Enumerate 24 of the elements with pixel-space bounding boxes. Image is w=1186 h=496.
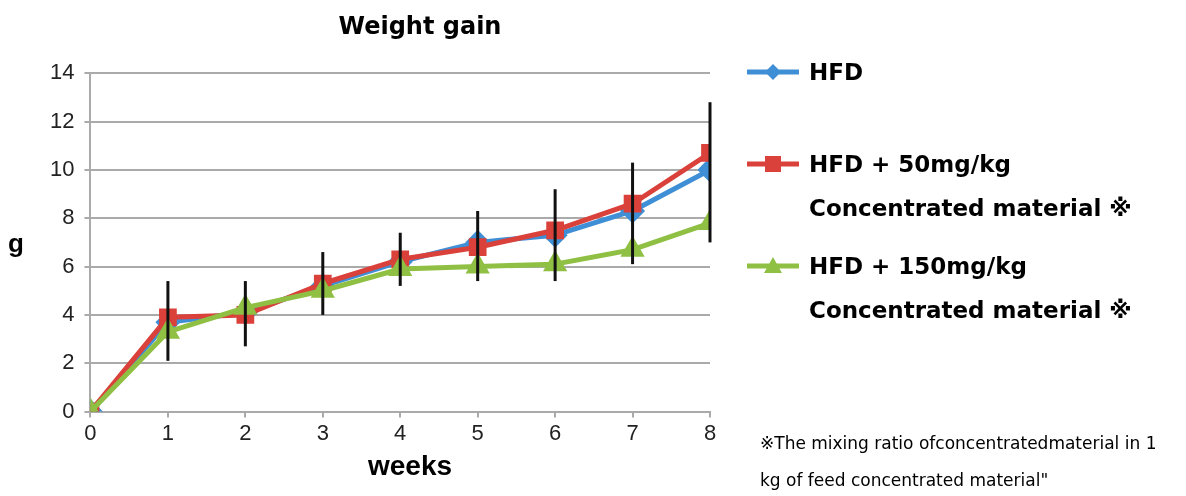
chart-title: Weight gain — [337, 12, 503, 40]
y-tick-label: 2 — [62, 349, 75, 375]
legend-label: HFD + 150mg/kg Concentrated material ※ — [809, 252, 1133, 325]
x-tick-label: 0 — [84, 419, 97, 445]
x-tick-label: 2 — [239, 419, 252, 445]
y-tick-label: 10 — [49, 155, 75, 181]
y-tick-label: 12 — [49, 107, 75, 133]
text: ※The mixing ratio ofconcentratedmaterial in 1 kg of feed concentrated material" — [760, 432, 1158, 492]
x-tick-label: 7 — [626, 419, 639, 445]
x-tick-label: 8 — [703, 419, 717, 445]
y-tick-label: 8 — [62, 204, 75, 230]
x-tick-label: 1 — [161, 419, 175, 445]
y-tick-label: 4 — [62, 300, 75, 326]
x-tick-label: 3 — [316, 419, 329, 445]
legend-label: HFD — [809, 58, 865, 87]
y-tick-label: 14 — [49, 59, 75, 85]
y-tick-label: 6 — [62, 252, 75, 278]
legend-label: HFD + 50mg/kg Concentrated material ※ — [809, 150, 1133, 223]
x-tick-label: 5 — [471, 419, 484, 445]
x-tick-label: 6 — [548, 419, 562, 445]
x-axis-title: weeks — [366, 450, 454, 482]
x-tick-label: 4 — [394, 419, 407, 445]
y-tick-label: 0 — [62, 397, 75, 423]
y-axis-title: g — [8, 228, 24, 259]
